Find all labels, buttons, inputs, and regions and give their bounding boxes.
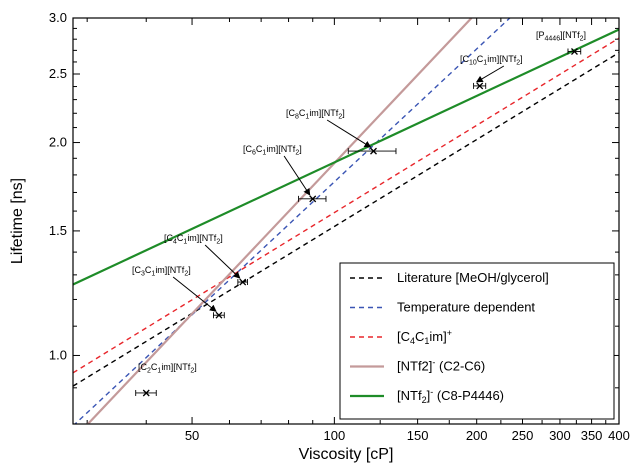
annotation-arrow — [475, 65, 505, 83]
data-point — [237, 278, 248, 286]
y-tick-label: 1.0 — [49, 347, 67, 362]
legend-entry: Temperature dependent — [397, 300, 535, 315]
point-annotation: [C10C1im][NTf2] — [460, 54, 523, 67]
point-marker — [476, 82, 484, 90]
data-point — [298, 195, 327, 203]
y-tick-label: 1.5 — [49, 223, 67, 238]
legend: Literature [MeOH/glycerol] Temperature de… — [339, 262, 615, 420]
legend-entry: [NTf2]- (C8-P4446) — [397, 387, 504, 405]
y-axis-title: Lifetime [ns] — [9, 178, 26, 264]
x-tick-label: 400 — [608, 428, 630, 443]
series-line-temperature-dependent — [74, 18, 511, 424]
point-marker — [370, 147, 377, 155]
point-annotation: [P4446][NTf2] — [536, 30, 586, 43]
annotation-arrow — [204, 244, 241, 279]
x-tick-label: 250 — [512, 428, 534, 443]
x-tick-label: 100 — [324, 428, 346, 443]
y-tick-label: 2.5 — [49, 66, 67, 81]
x-tick-label: 300 — [549, 428, 571, 443]
annotation-arrow — [283, 155, 311, 196]
point-annotation: [C8C1im][NTf2] — [286, 108, 345, 121]
y-tick-label: 3.0 — [49, 10, 67, 25]
point-marker — [309, 195, 317, 203]
point-annotation: [C6C1im][NTf2] — [243, 144, 302, 157]
data-point — [347, 147, 397, 155]
series-line-c4c1im — [73, 37, 619, 374]
point-annotation: [C4C1im][NTf2] — [164, 233, 223, 246]
point-marker — [215, 311, 223, 319]
x-tick-label: 350 — [581, 428, 603, 443]
data-point — [135, 389, 157, 397]
legend-box — [339, 262, 615, 420]
x-axis-title: Viscosity [cP] — [299, 446, 394, 463]
data-point — [213, 311, 225, 319]
plot-frame — [72, 17, 620, 425]
annotation-arrow — [326, 119, 372, 148]
legend-entry: [C4C1im]+ — [397, 328, 452, 346]
legend-entry: [NTf2]- (C2-C6) — [397, 358, 485, 374]
x-tick-label: 200 — [466, 428, 488, 443]
point-marker — [142, 389, 150, 397]
y-tick-label: 2.0 — [49, 135, 67, 150]
annotation-arrow — [172, 276, 217, 312]
x-tick-label: 50 — [185, 428, 199, 443]
point-annotation: [C3C1im][NTf2] — [132, 265, 191, 278]
point-marker — [239, 278, 247, 286]
series-line-ntf2-c8-p4446 — [73, 28, 619, 286]
point-annotation: [C2C1im][NTf2] — [138, 362, 197, 375]
x-tick-label: 150 — [407, 428, 429, 443]
series-line-ntf2-c2-c6 — [86, 18, 473, 424]
point-marker — [571, 48, 578, 55]
series-line-literature-meoh-glycerol — [73, 52, 619, 387]
data-point — [473, 82, 487, 90]
legend-entry: Literature [MeOH/glycerol] — [397, 270, 549, 285]
data-point — [567, 48, 582, 55]
